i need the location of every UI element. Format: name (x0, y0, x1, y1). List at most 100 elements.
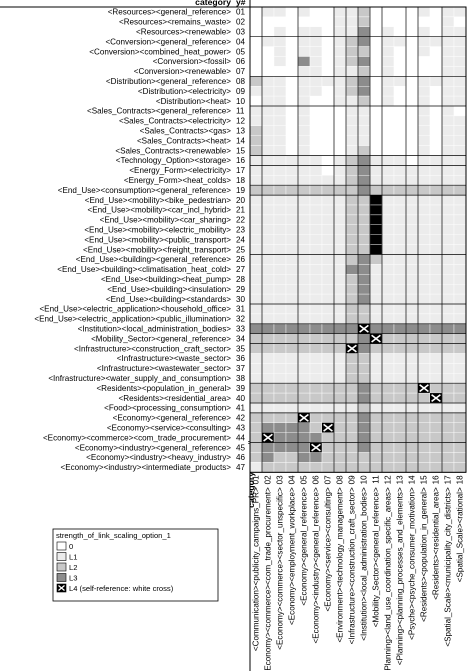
heatmap-cell (405, 383, 419, 394)
heatmap-cell (261, 323, 275, 334)
heatmap-cell (261, 244, 275, 255)
column-number: 14 (408, 475, 417, 485)
row-label: <Resources><renewable> (136, 28, 231, 37)
heatmap-cell (417, 323, 431, 334)
heatmap-cell (261, 204, 275, 216)
heatmap-cell (297, 293, 311, 305)
self-reference-cross (323, 423, 333, 432)
heatmap-cell (345, 244, 359, 255)
heatmap-cell (285, 284, 299, 295)
heatmap-cell (273, 214, 287, 225)
heatmap-cell (417, 56, 431, 67)
heatmap-cell (285, 145, 299, 156)
heatmap-cell (441, 56, 455, 67)
heatmap-cell (333, 155, 347, 166)
heatmap-cell (249, 244, 263, 255)
self-reference-cross (431, 394, 441, 403)
heatmap-cell (429, 95, 443, 107)
row-number: 36 (236, 354, 246, 363)
heatmap-cell (393, 284, 407, 295)
row-label: <Resources><remains_waste> (119, 18, 231, 27)
heatmap-cell (249, 56, 263, 67)
heatmap-cell (285, 46, 299, 57)
heatmap-cell (297, 452, 311, 463)
column-number: 13 (396, 475, 405, 485)
heatmap-cell (261, 26, 275, 37)
legend-swatch (56, 562, 67, 572)
heatmap-cell (381, 442, 395, 453)
heatmap-cell (249, 452, 263, 463)
heatmap-cell (333, 303, 347, 315)
heatmap-cell (369, 313, 383, 324)
column-label: <Psyche><psyche_consumer_motivation> (408, 487, 417, 640)
heatmap-cell (453, 323, 467, 334)
heatmap-cell (441, 155, 455, 166)
heatmap-cell (405, 402, 419, 414)
heatmap-cell (357, 135, 371, 146)
heatmap-cell (429, 6, 443, 18)
heatmap-cell (249, 155, 263, 166)
heatmap-cell (345, 66, 359, 77)
heatmap-cell (333, 56, 347, 67)
heatmap-cell (381, 135, 395, 146)
heatmap-cell (417, 422, 431, 433)
heatmap-cell (345, 412, 359, 423)
heatmap-cell (321, 303, 335, 315)
heatmap-cell (405, 66, 419, 77)
heatmap-cell (273, 412, 287, 423)
heatmap-cell (405, 442, 419, 453)
heatmap-cell (285, 85, 299, 97)
heatmap-cell (261, 135, 275, 146)
heatmap-cell (309, 313, 323, 324)
heatmap-cell (297, 105, 311, 117)
heatmap-cell (393, 85, 407, 97)
heatmap-cell (333, 432, 347, 443)
heatmap-cell (345, 16, 359, 27)
heatmap-cell (261, 36, 275, 47)
heatmap-cell (357, 56, 371, 67)
heatmap-cell (285, 125, 299, 136)
heatmap-cell (285, 412, 299, 423)
heatmap-cell (273, 363, 287, 374)
heatmap-cell (417, 373, 431, 384)
heatmap-cell (321, 363, 335, 374)
heatmap-cell (369, 254, 383, 265)
heatmap-cell (261, 284, 275, 295)
heatmap-cell (297, 254, 311, 265)
heatmap-cell (345, 46, 359, 57)
heatmap-cell (297, 303, 311, 315)
heatmap-cell (405, 264, 419, 275)
heatmap-cell (333, 284, 347, 295)
heatmap-cell (345, 234, 359, 245)
row-number: 39 (236, 384, 246, 393)
heatmap-cell (297, 274, 311, 285)
heatmap-cell (357, 264, 371, 275)
heatmap-cell (381, 234, 395, 245)
heatmap-cell (333, 115, 347, 127)
row-number: 26 (236, 255, 246, 264)
heatmap-cell (285, 6, 299, 18)
heatmap-cell (393, 274, 407, 285)
heatmap-cell (273, 373, 287, 384)
heatmap-cell (417, 392, 431, 404)
heatmap-cell (453, 125, 467, 136)
row-label: <End_Use><building><heat_pump> (101, 275, 231, 284)
heatmap-cell (393, 373, 407, 384)
heatmap-cell (393, 254, 407, 265)
heatmap-cell (345, 204, 359, 216)
heatmap-cell (333, 26, 347, 37)
heatmap-cell (249, 194, 263, 206)
heatmap-cell (309, 234, 323, 245)
heatmap-cell (357, 244, 371, 255)
row-label: <End_Use><consumption><general_reference… (58, 186, 232, 195)
heatmap-cell (381, 145, 395, 156)
heatmap-cell (381, 422, 395, 433)
heatmap-cell (453, 343, 467, 354)
heatmap-cell (405, 432, 419, 443)
row-number: 32 (236, 315, 246, 324)
heatmap-cell (369, 155, 383, 166)
column-number: 01 (252, 475, 261, 485)
heatmap-cell (405, 462, 419, 473)
heatmap-cell (345, 194, 359, 206)
heatmap-cell (357, 412, 371, 423)
